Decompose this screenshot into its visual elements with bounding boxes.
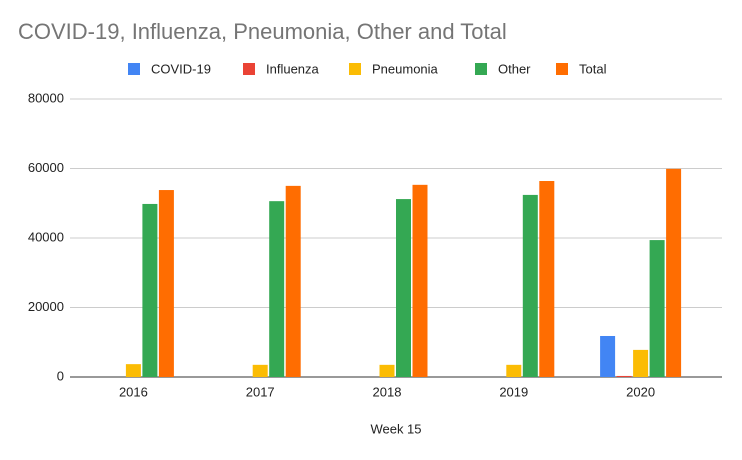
x-tick-label: 2018 xyxy=(373,384,402,399)
bar xyxy=(125,364,141,377)
legend-swatch xyxy=(475,63,487,75)
x-tick-label: 2016 xyxy=(119,384,148,399)
legend-label: Influenza xyxy=(266,61,320,76)
bar xyxy=(158,190,174,377)
bar xyxy=(616,375,632,377)
x-tick-label: 2017 xyxy=(246,384,275,399)
y-tick-label: 40000 xyxy=(28,229,64,244)
legend-label: Other xyxy=(498,61,531,76)
legend-swatch xyxy=(128,63,140,75)
bar xyxy=(600,335,616,377)
legend-label: Total xyxy=(579,61,607,76)
bar xyxy=(633,349,649,377)
bar xyxy=(649,240,665,377)
x-axis-label: Week 15 xyxy=(370,421,421,436)
bar xyxy=(396,199,411,377)
y-tick-label: 0 xyxy=(57,368,64,383)
bar xyxy=(252,364,268,377)
bar xyxy=(506,364,522,377)
bar xyxy=(379,364,395,377)
x-tick-label: 2020 xyxy=(626,384,655,399)
bar xyxy=(539,181,555,377)
y-tick-label: 80000 xyxy=(28,90,64,105)
legend-swatch xyxy=(556,63,568,75)
legend-label: Pneumonia xyxy=(372,61,439,76)
y-tick-label: 20000 xyxy=(28,299,64,314)
bar xyxy=(666,168,682,377)
legend-label: COVID-19 xyxy=(151,61,211,76)
bar xyxy=(269,201,285,377)
chart-title: COVID-19, Influenza, Pneumonia, Other an… xyxy=(18,19,507,44)
bar xyxy=(522,194,538,377)
bar xyxy=(142,203,158,377)
bar xyxy=(412,184,428,377)
y-tick-label: 60000 xyxy=(28,160,64,175)
bar xyxy=(285,185,301,377)
legend-swatch xyxy=(243,63,255,75)
legend-swatch xyxy=(349,63,361,75)
x-tick-label: 2019 xyxy=(499,384,528,399)
